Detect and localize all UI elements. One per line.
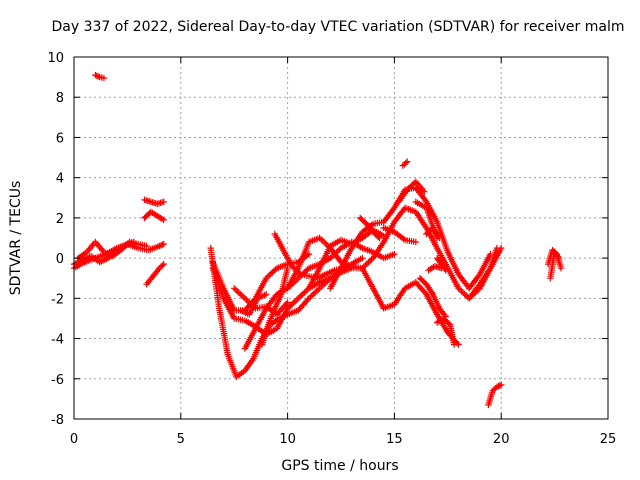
markers-arc-26 — [433, 254, 449, 274]
y-tick-label: 0 — [56, 252, 64, 267]
markers-arc-19 — [357, 214, 383, 242]
series-arc-13 — [258, 265, 291, 348]
markers-arc-18 — [327, 184, 494, 292]
data-layer — [70, 71, 565, 409]
markers-arc-20 — [380, 224, 419, 246]
grid — [74, 57, 608, 419]
series-arc-06 — [141, 208, 167, 224]
y-tick-label: -8 — [51, 413, 64, 428]
markers-arc-10 — [209, 250, 313, 314]
series-arc-22 — [399, 158, 411, 169]
markers-arc-29 — [466, 244, 501, 302]
plot-frame — [73, 56, 609, 420]
markers-arc-30 — [485, 381, 505, 409]
markers-arc-04 — [92, 71, 108, 82]
y-tick-label: -2 — [51, 292, 64, 307]
markers-arc-21 — [395, 178, 428, 205]
markers-arc-07 — [143, 260, 167, 288]
axis-ticks: 0 5 10 15 20 25 -8 -6 -4 -2 0 2 4 6 8 10 — [47, 51, 616, 447]
markers-arc-22 — [399, 158, 411, 169]
markers-arc-12 — [237, 291, 270, 318]
x-tick-label: 5 — [177, 432, 185, 447]
x-tick-label: 0 — [70, 432, 78, 447]
y-tick-label: 4 — [56, 172, 64, 187]
markers-arc-06 — [141, 208, 167, 224]
series-arc-10 — [209, 250, 313, 314]
series-arc-19 — [357, 214, 383, 242]
x-tick-label: 15 — [386, 432, 403, 447]
series-arc-05 — [141, 196, 167, 207]
x-tick-label: 20 — [493, 432, 510, 447]
y-tick-label: -6 — [51, 373, 64, 388]
markers-arc-05 — [141, 196, 167, 207]
series-arc-04 — [92, 71, 108, 82]
series-arc-27 — [416, 275, 449, 320]
y-axis-label: SDTVAR / TECUs — [8, 181, 24, 296]
y-tick-label: 2 — [56, 212, 64, 227]
series-arc-18 — [327, 184, 494, 292]
markers-arc-24 — [423, 224, 443, 242]
markers-arc-27 — [416, 275, 449, 320]
x-axis-label: GPS time / hours — [281, 458, 398, 474]
y-tick-label: 6 — [56, 131, 64, 146]
series-arc-30 — [485, 381, 505, 409]
series-arc-32 — [547, 248, 563, 282]
series-arc-12 — [237, 291, 270, 318]
y-tick-label: -4 — [51, 333, 64, 348]
series-arc-21 — [395, 178, 428, 205]
series-arc-28 — [433, 315, 458, 348]
markers-arc-32 — [547, 248, 563, 282]
x-tick-label: 25 — [600, 432, 617, 447]
markers-arc-28 — [433, 315, 458, 348]
y-tick-label: 10 — [47, 51, 64, 66]
series-arc-20 — [380, 224, 419, 246]
series-arc-24 — [423, 224, 443, 242]
markers-arc-13 — [258, 265, 291, 348]
y-tick-label: 8 — [56, 91, 64, 106]
x-tick-label: 10 — [279, 432, 296, 447]
series-arc-07 — [143, 260, 167, 288]
chart-title: Day 337 of 2022, Sidereal Day-to-day VTE… — [52, 19, 625, 35]
series-arc-29 — [466, 244, 501, 302]
series-arc-26 — [433, 254, 449, 274]
